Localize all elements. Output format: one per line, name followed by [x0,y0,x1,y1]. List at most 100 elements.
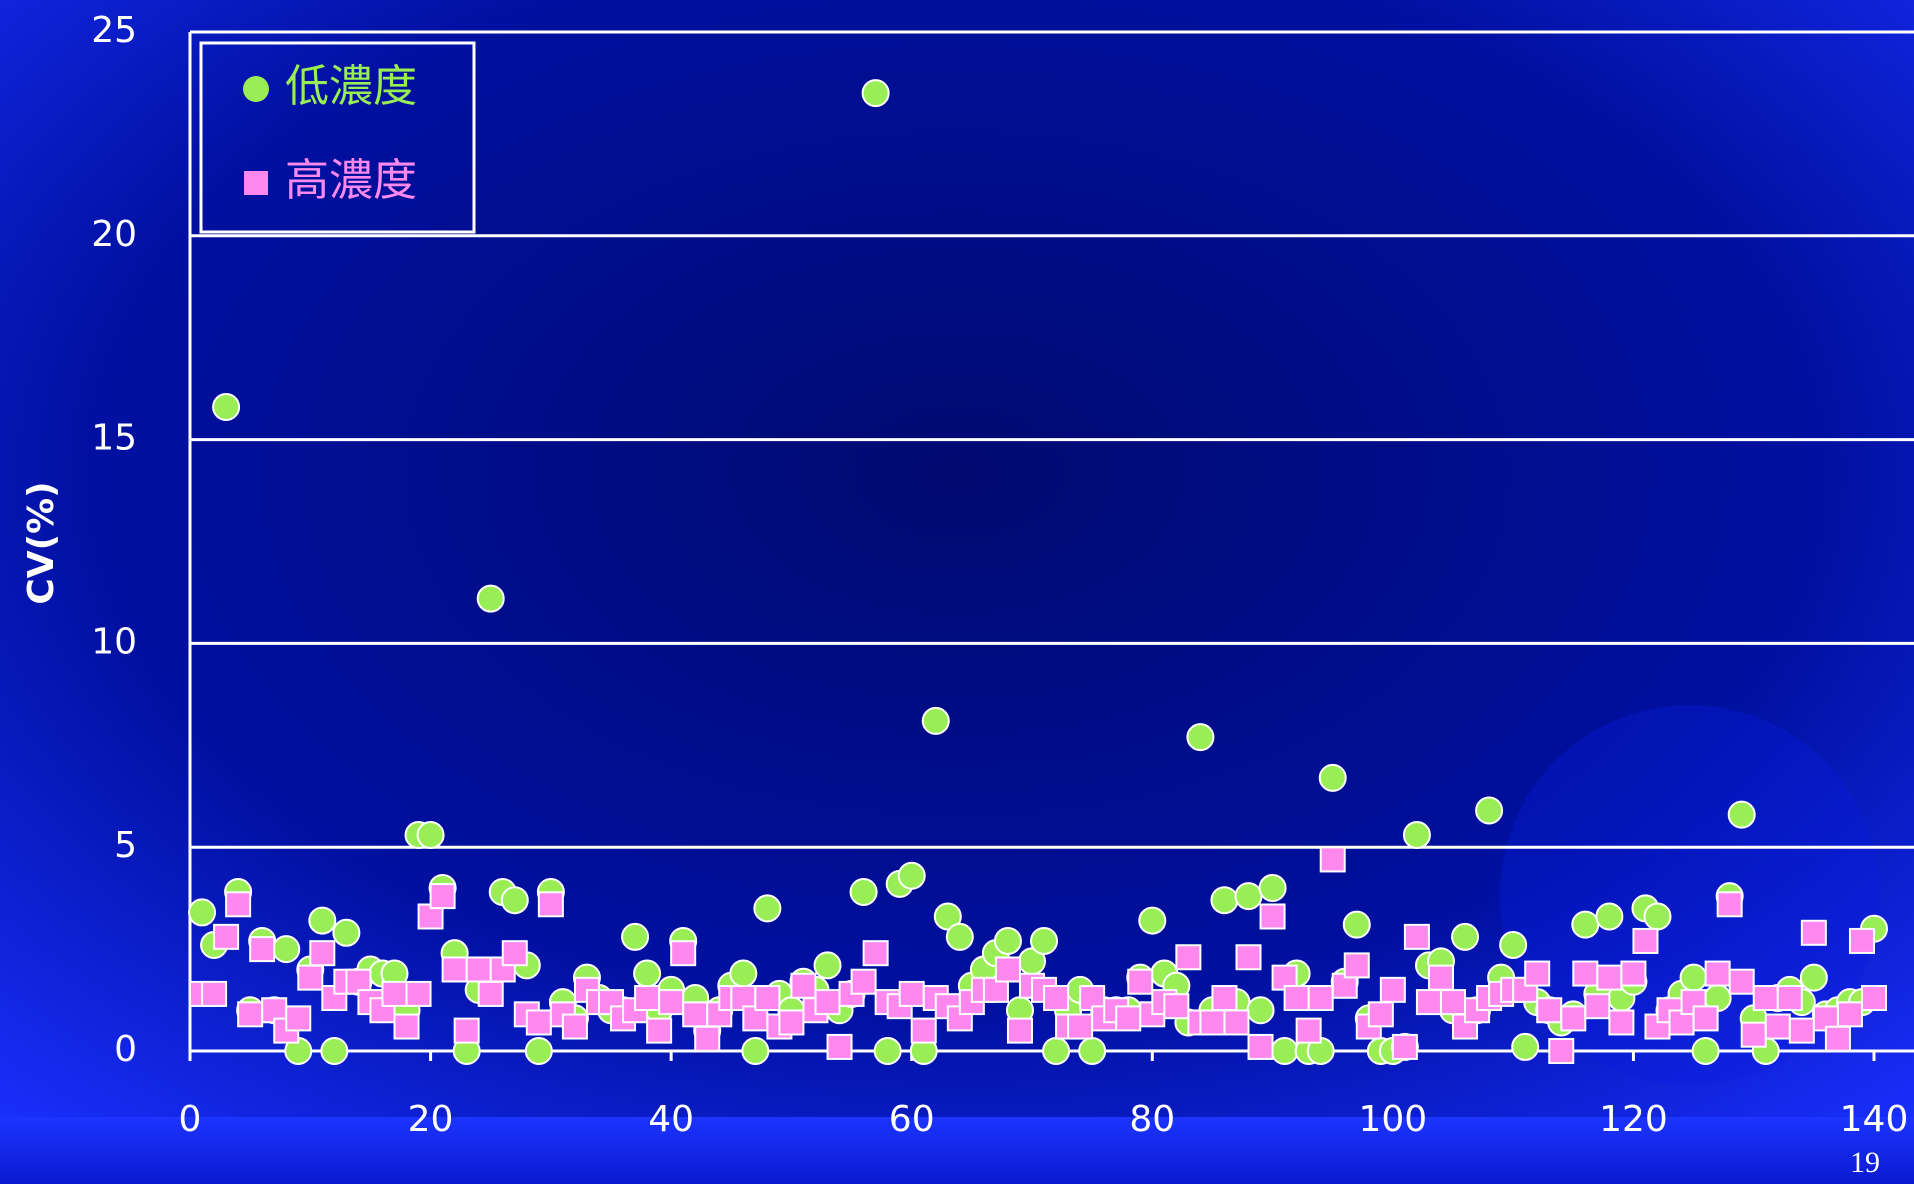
data-point [1679,963,1708,992]
y-tick-label: 15 [91,418,137,459]
data-point [1343,952,1370,979]
x-tick-label: 40 [648,1099,694,1140]
data-point [525,1009,552,1036]
data-point [1560,1005,1587,1032]
y-axis-label: CV(%) [21,481,62,604]
data-point [1210,886,1239,915]
data-point [1728,968,1755,995]
data-point [1536,997,1563,1024]
data-point [621,922,650,951]
data-point [1270,1037,1299,1065]
data-point [1295,1017,1322,1044]
data-point [1643,902,1672,931]
data-point [1246,996,1275,1025]
data-point [1632,927,1659,954]
footer-band [0,1117,1914,1184]
data-point [933,902,962,931]
data-point [814,989,841,1016]
data-point [309,940,336,967]
data-point [416,820,445,849]
data-point [1115,1005,1142,1032]
data-point [1342,910,1371,939]
data-point [285,1005,312,1032]
data-point [862,940,889,967]
data-point [1475,796,1504,825]
data-point [1391,1033,1418,1060]
data-point [501,940,528,967]
data-point [873,1037,902,1065]
legend-marker [244,171,268,195]
data-point [1138,906,1167,935]
data-point [1235,944,1262,971]
data-point [1584,993,1611,1020]
data-point [201,980,228,1007]
data-point [477,980,504,1007]
data-point [813,951,842,980]
data-point [1776,985,1803,1012]
data-point [682,1001,709,1028]
legend-marker [243,76,269,102]
data-point [465,956,492,983]
data-point [429,883,456,910]
data-point [1186,723,1215,752]
data-point [1259,903,1286,930]
x-tick-label: 60 [889,1099,935,1140]
data-point [1223,1009,1250,1036]
data-point [729,959,758,988]
data-point [249,936,276,963]
data-point [694,1025,721,1052]
data-point [778,1009,805,1036]
x-tick-label: 0 [179,1099,202,1140]
data-point [1608,1009,1635,1036]
data-point [670,940,697,967]
data-point [898,980,925,1007]
data-point [1596,964,1623,991]
data-point [850,968,877,995]
data-point [476,584,505,613]
data-point [1572,960,1599,987]
data-point [537,891,564,918]
data-point [1595,902,1624,931]
data-point [1836,1001,1863,1028]
data-point [1030,926,1059,955]
data-point [453,1017,480,1044]
data-point [1800,919,1827,946]
data-point [1727,800,1756,829]
data-point [1704,960,1731,987]
data-point [1824,1025,1851,1052]
data-point [500,886,529,915]
data-point [994,956,1021,983]
data-point [1548,1038,1575,1064]
data-point [1175,944,1202,971]
data-point [1006,1017,1033,1044]
data-point [320,1037,349,1065]
data-point [910,1017,937,1044]
data-point [561,1013,588,1040]
data-point [1848,927,1875,954]
y-tick-label: 20 [91,214,137,255]
x-tick-label: 120 [1599,1099,1668,1140]
x-tick-label: 140 [1840,1099,1909,1140]
data-point [945,922,974,951]
data-point [1451,922,1480,951]
legend-label: 低濃度 [285,61,417,112]
data-point [1127,968,1154,995]
data-point [212,392,241,421]
data-point [993,926,1022,955]
x-tick-label: 20 [408,1099,454,1140]
data-point [790,972,817,999]
data-point [849,878,878,907]
data-point [633,959,662,988]
data-point [1163,993,1190,1020]
legend-box [199,41,476,234]
data-point [1379,976,1406,1003]
data-point [753,894,782,923]
data-point [308,906,337,935]
data-point [1511,1032,1540,1061]
data-point [1861,985,1887,1012]
data-point [1043,985,1070,1012]
x-tick-label: 100 [1358,1099,1427,1140]
data-point [1499,931,1528,960]
data-point [897,861,926,890]
